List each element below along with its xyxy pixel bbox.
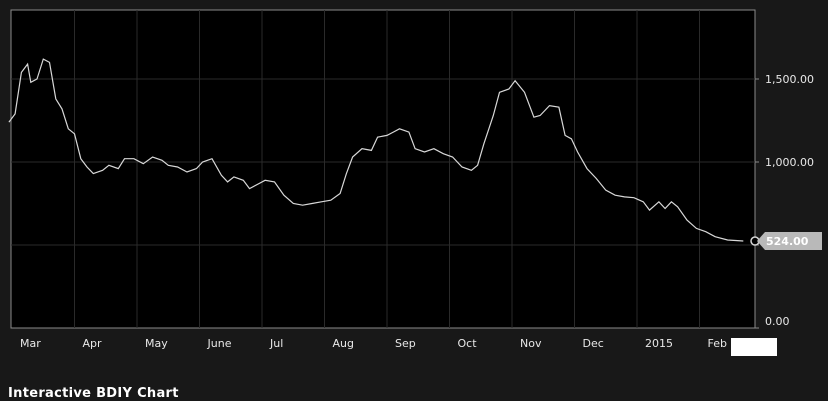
x-axis-labels: Mar Apr May June Jul Aug Sep Oct Nov Dec 2015 Feb bbox=[20, 337, 727, 350]
x-tick-label: Sep bbox=[395, 337, 416, 350]
x-tick-label: Feb bbox=[708, 337, 727, 350]
x-tick-label: Apr bbox=[83, 337, 103, 350]
x-tick-label: Aug bbox=[333, 337, 354, 350]
x-tick-label: Jul bbox=[269, 337, 283, 350]
last-value-label: 524.00 bbox=[766, 235, 809, 248]
x-tick-label: Oct bbox=[458, 337, 478, 350]
x-tick-label: Nov bbox=[520, 337, 542, 350]
y-tick-label: 0.00 bbox=[765, 315, 790, 328]
x-tick-label: Mar bbox=[20, 337, 41, 350]
x-tick-label: June bbox=[207, 337, 232, 350]
y-axis-labels: 0.00 1,000.00 1,500.00 bbox=[765, 73, 814, 328]
y-tick-label: 1,000.00 bbox=[765, 156, 814, 169]
blank-overlay-box bbox=[731, 338, 777, 356]
x-tick-label: 2015 bbox=[645, 337, 673, 350]
plot-area bbox=[10, 9, 756, 329]
last-value-callout bbox=[757, 232, 822, 251]
grid-lines bbox=[11, 10, 759, 329]
x-tick-label: May bbox=[145, 337, 168, 350]
x-tick-label: Dec bbox=[583, 337, 604, 350]
bdiy-series-line[interactable] bbox=[8, 58, 744, 242]
y-tick-label: 1,500.00 bbox=[765, 73, 814, 86]
chart-caption: Interactive BDIY Chart bbox=[8, 386, 179, 401]
last-value-marker[interactable]: 524.00 bbox=[750, 232, 822, 251]
